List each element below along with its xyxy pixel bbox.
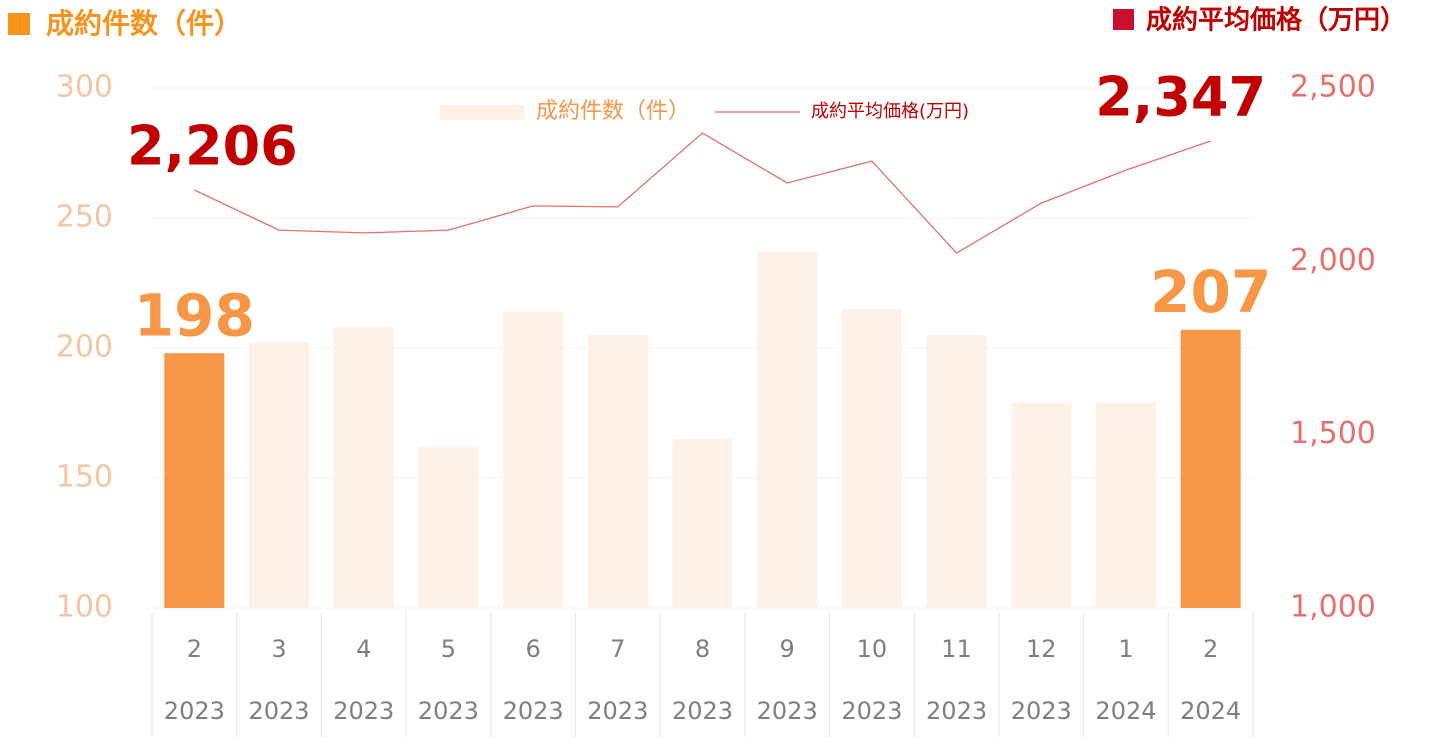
x-tick-label: 4 bbox=[356, 635, 371, 663]
bar bbox=[1011, 402, 1072, 608]
y2-tick-label: 1,500 bbox=[1290, 416, 1376, 451]
bar bbox=[926, 335, 987, 608]
x-tick-label: 12 bbox=[1026, 635, 1057, 663]
x-tick-label: 2 bbox=[1203, 635, 1218, 663]
bar-value-label: 207 bbox=[1150, 258, 1271, 326]
x-year-label: 2023 bbox=[248, 697, 309, 725]
y-tick-label: 300 bbox=[56, 70, 113, 105]
y-tick-label: 250 bbox=[56, 200, 113, 235]
y2-tick-label: 2,500 bbox=[1290, 70, 1376, 105]
bar bbox=[841, 309, 902, 608]
legend-label: 成約平均価格(万円) bbox=[811, 101, 969, 122]
line-value-label: 2,206 bbox=[127, 115, 298, 178]
bar bbox=[757, 251, 818, 609]
x-year-label: 2023 bbox=[503, 697, 564, 725]
x-tick-label: 6 bbox=[525, 635, 540, 663]
bar bbox=[587, 335, 648, 608]
x-tick-label: 8 bbox=[695, 635, 710, 663]
x-tick-label: 7 bbox=[610, 635, 625, 663]
bar bbox=[249, 342, 310, 608]
bar bbox=[333, 327, 394, 608]
y-axis-title: 成約件数（件） bbox=[46, 7, 242, 40]
y-label-swatch bbox=[8, 13, 30, 35]
bar bbox=[503, 311, 564, 608]
x-year-label: 2024 bbox=[1180, 697, 1241, 725]
x-tick-label: 11 bbox=[941, 635, 972, 663]
x-tick-label: 3 bbox=[271, 635, 286, 663]
y2-tick-label: 1,000 bbox=[1290, 590, 1376, 625]
x-year-label: 2023 bbox=[926, 697, 987, 725]
y2-label-swatch bbox=[1113, 9, 1134, 30]
bar bbox=[1180, 329, 1241, 608]
x-year-label: 2023 bbox=[333, 697, 394, 725]
x-year-label: 2023 bbox=[757, 697, 818, 725]
x-year-label: 2024 bbox=[1095, 697, 1156, 725]
line bbox=[194, 132, 1211, 254]
x-tick-label: 2 bbox=[187, 635, 202, 663]
x-year-label: 2023 bbox=[418, 697, 479, 725]
bar bbox=[1095, 402, 1156, 608]
y2-axis-title: 成約平均価格（万円） bbox=[1146, 5, 1406, 36]
y-tick-label: 150 bbox=[56, 460, 113, 495]
bar-value-label: 198 bbox=[134, 281, 255, 349]
bar bbox=[164, 353, 225, 608]
x-tick-label: 5 bbox=[441, 635, 456, 663]
bar bbox=[672, 439, 733, 608]
x-tick-label: 9 bbox=[780, 635, 795, 663]
x-year-label: 2023 bbox=[1011, 697, 1072, 725]
x-year-label: 2023 bbox=[672, 697, 733, 725]
x-year-label: 2023 bbox=[164, 697, 225, 725]
line-value-label: 2,347 bbox=[1095, 66, 1266, 129]
bar bbox=[418, 446, 479, 608]
y-tick-label: 200 bbox=[56, 330, 113, 365]
x-tick-label: 1 bbox=[1118, 635, 1133, 663]
x-year-label: 2023 bbox=[587, 697, 648, 725]
y2-tick-label: 2,000 bbox=[1290, 243, 1376, 278]
y-tick-label: 100 bbox=[56, 590, 113, 625]
legend-swatch bbox=[440, 105, 525, 120]
x-year-label: 2023 bbox=[841, 697, 902, 725]
x-tick-label: 10 bbox=[857, 635, 888, 663]
legend-label: 成約件数（件） bbox=[536, 99, 690, 124]
